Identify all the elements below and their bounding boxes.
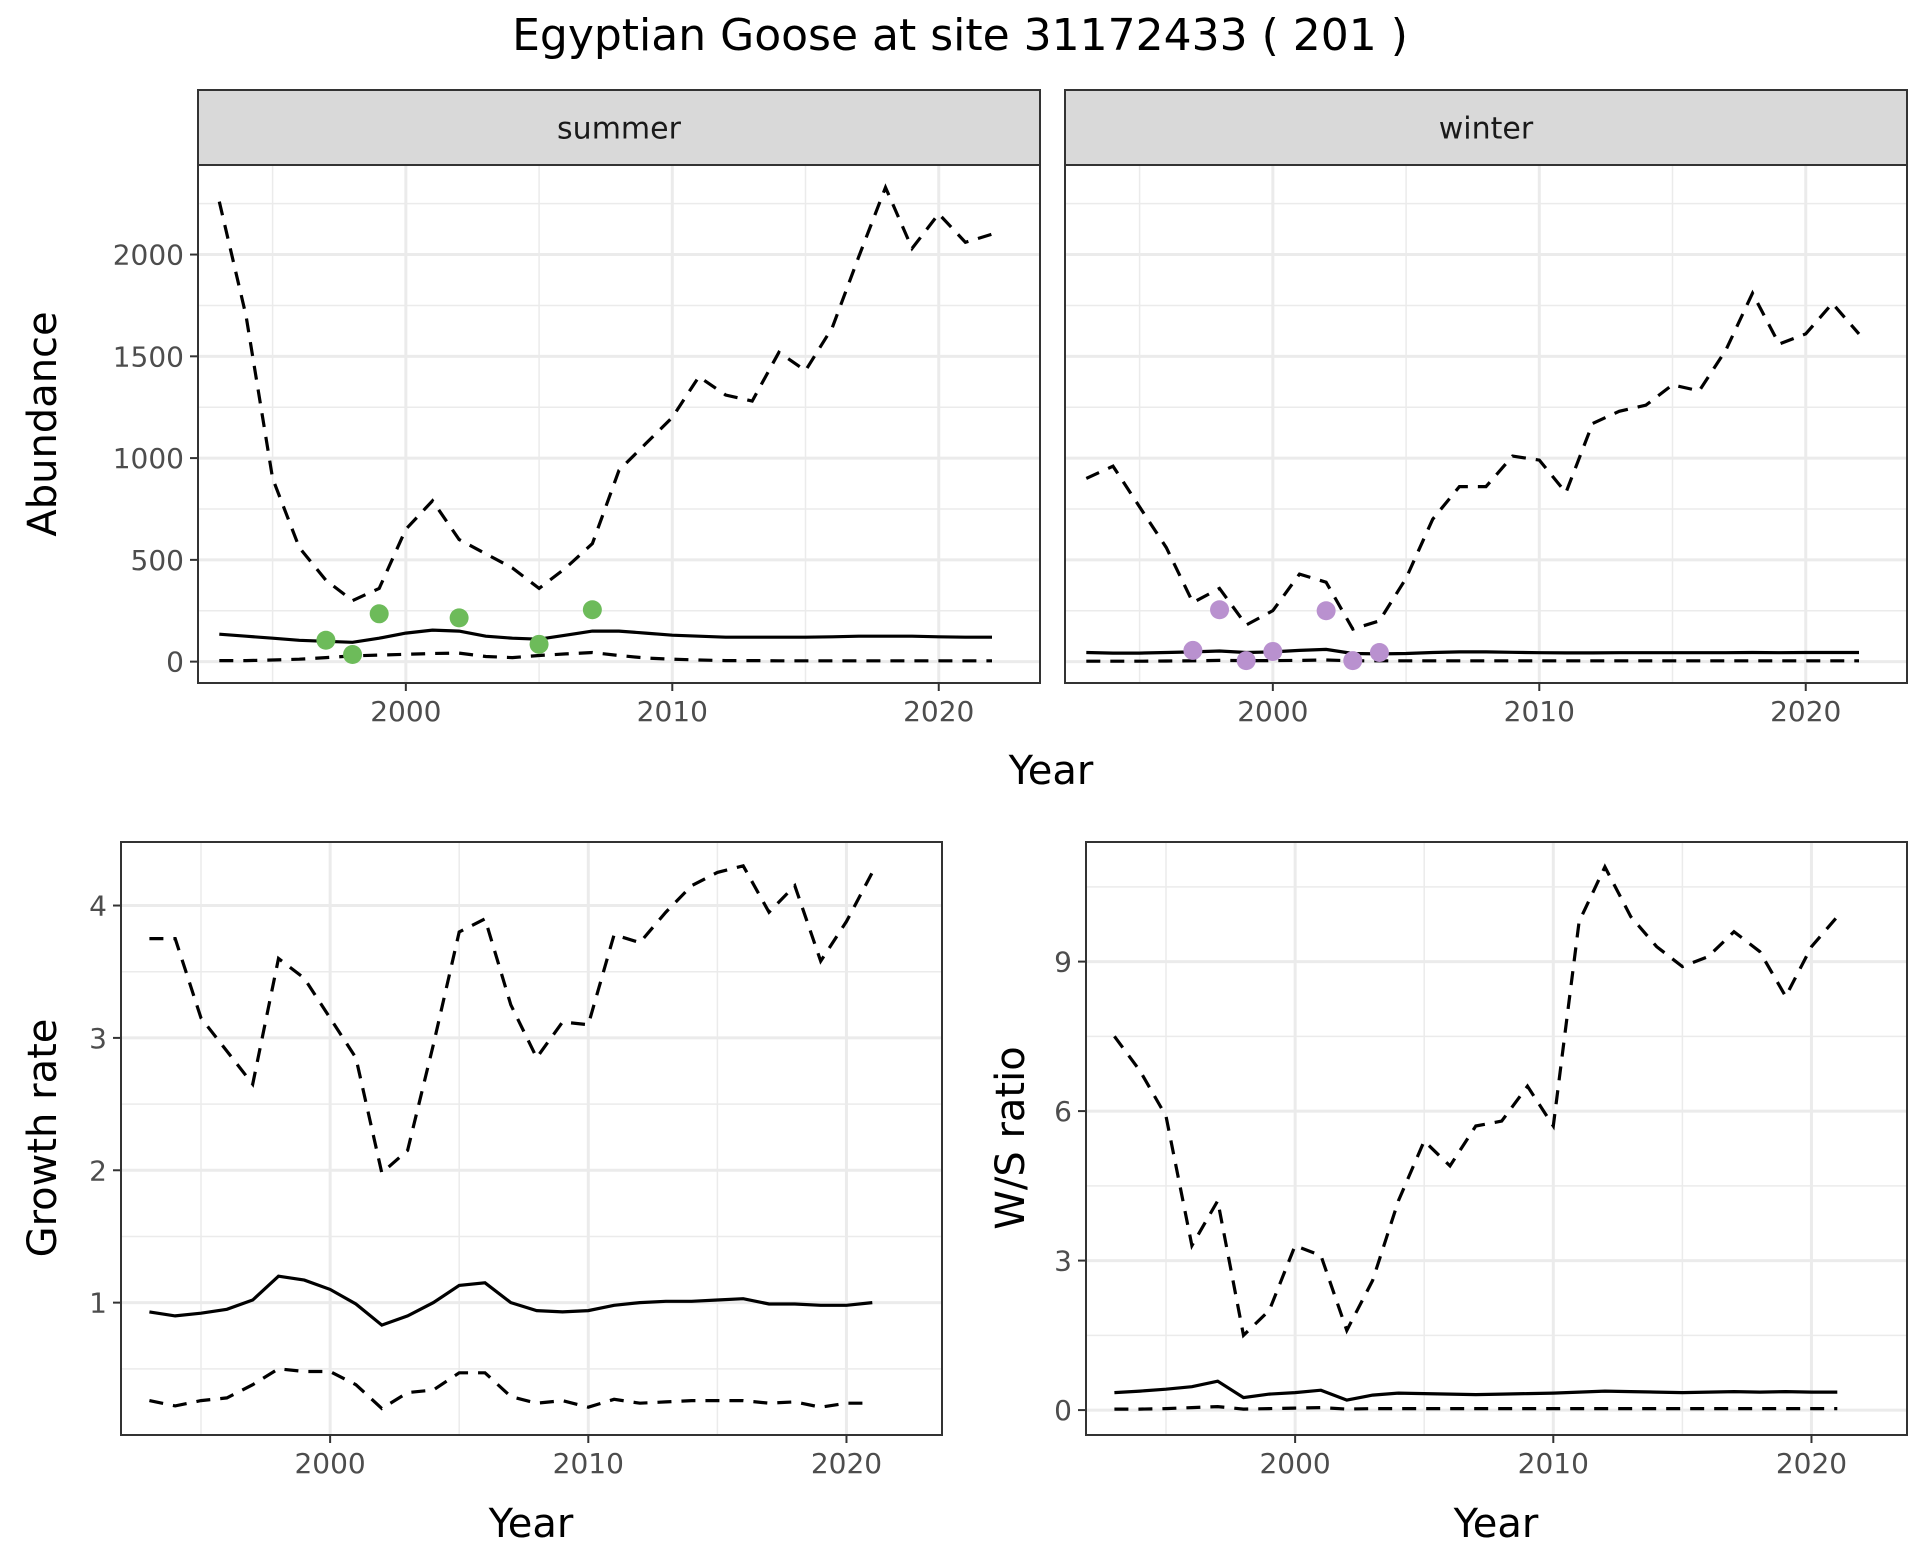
facet-strip-label: summer [557, 112, 682, 147]
y-tick-label: 3 [89, 1022, 107, 1055]
winter-observation-point [1316, 601, 1336, 621]
facet-strip [197, 89, 1041, 166]
ratio-series-lower-line [1114, 1404, 1838, 1411]
x-tick-label: 2010 [637, 695, 708, 728]
summer-panel: summer 2000 2010 2020 0 500 1000 1500 2000 Abunda… [20, 89, 1041, 728]
y-tick-label: 3 [1054, 1245, 1072, 1278]
x-tick-label: 2020 [903, 695, 974, 728]
winter-series-mean-line [1086, 647, 1859, 656]
x-tick-label: 2010 [1504, 695, 1575, 728]
winter-observation-point [1263, 641, 1283, 661]
y-tick-label: 1500 [113, 340, 184, 373]
facet-strip [1064, 89, 1908, 166]
winter-series-lower-line [1086, 658, 1859, 663]
winter-observation-point [1369, 642, 1389, 662]
facet-strip-label: winter [1439, 112, 1534, 147]
x-tick-label: 2000 [1259, 1447, 1330, 1480]
y-tick-label: 0 [1054, 1394, 1072, 1427]
x-axis-title: Year [1453, 1501, 1539, 1547]
winter-observation-point [1210, 600, 1230, 620]
ratio-series-upper-line [1113, 863, 1839, 1339]
y-tick-label: 0 [166, 646, 184, 679]
plot-background [1065, 165, 1907, 683]
x-tick-label: 2000 [1237, 695, 1308, 728]
winter-panel: winter 2000 2010 2020 [1064, 89, 1908, 728]
y-tick-label: 6 [1054, 1095, 1072, 1128]
winter-observation-point [1236, 651, 1256, 671]
y-tick-label: 1 [89, 1287, 107, 1320]
x-tick-label: 2020 [1776, 1447, 1847, 1480]
y-axis-title: W/S ratio [988, 1046, 1034, 1229]
y-tick-label: 9 [1054, 946, 1072, 979]
plot-border [120, 841, 943, 1436]
summer-observation-point [529, 634, 549, 654]
plot-background [121, 842, 942, 1435]
x-tick-label: 2020 [811, 1447, 882, 1480]
x-tick-label: 2000 [370, 695, 441, 728]
y-axis-title: Growth rate [20, 1019, 66, 1258]
y-axis-title: Abundance [20, 311, 66, 536]
chart-title: Egyptian Goose at site 31172433 ( 201 ) [512, 10, 1408, 61]
top-x-axis-title: Year [1008, 748, 1094, 794]
growth-series-upper-line [149, 863, 874, 1176]
summer-series-mean-line [219, 628, 992, 644]
y-tick-label: 4 [89, 890, 107, 923]
winter-series-upper-line [1085, 289, 1861, 632]
ws-ratio-panel: 2000 2010 2020 0 3 6 9 W/S ratio Year [988, 841, 1908, 1547]
summer-observation-point [369, 604, 389, 624]
summer-observation-point [316, 630, 336, 650]
x-tick-label: 2000 [294, 1447, 365, 1480]
x-axis-title: Year [488, 1501, 574, 1547]
winter-observation-point [1183, 640, 1203, 660]
y-tick-label: 1000 [113, 442, 184, 475]
y-tick-label: 2 [89, 1154, 107, 1187]
plot-background [198, 165, 1040, 683]
plot-border [1085, 841, 1908, 1436]
growth-series-lower-line [149, 1367, 873, 1411]
x-tick-label: 2010 [553, 1447, 624, 1480]
growth-series-mean-line [149, 1274, 873, 1327]
ratio-series-mean-line [1114, 1379, 1838, 1402]
summer-observation-point [449, 608, 469, 628]
summer-observation-point [343, 645, 363, 665]
x-tick-label: 2010 [1518, 1447, 1589, 1480]
summer-observation-point [582, 600, 602, 620]
y-tick-label: 500 [131, 544, 184, 577]
x-tick-label: 2020 [1770, 695, 1841, 728]
winter-observation-point [1343, 651, 1363, 671]
plot-background [1086, 842, 1907, 1435]
y-tick-label: 2000 [113, 239, 184, 272]
growth-rate-panel: 2000 2010 2020 1 2 3 4 Growth rate Year [20, 841, 943, 1547]
